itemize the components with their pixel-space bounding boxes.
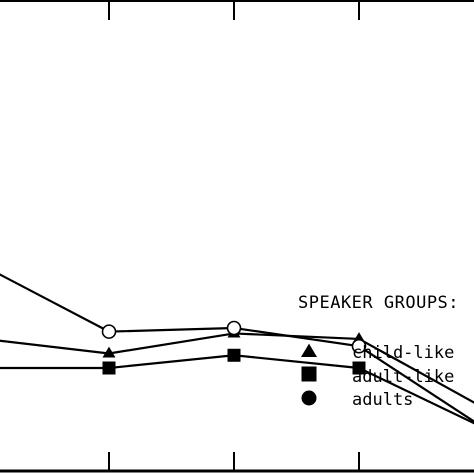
- series-layer: [0, 273, 474, 425]
- legend-marker-triangle-icon: [301, 343, 317, 358]
- data-point-adults: [226, 320, 242, 336]
- data-point-adults: [351, 338, 367, 354]
- legend-label-child-like: child-like: [352, 343, 455, 363]
- data-point-child-like: [102, 346, 116, 358]
- legend-label-adult-like: adult-like: [352, 367, 455, 387]
- legend-title: SPEAKER GROUPS:: [298, 293, 460, 313]
- legend-marker-square-icon: [301, 366, 317, 382]
- legend-marker-circle-icon: [301, 390, 317, 406]
- data-point-adult-like: [227, 348, 241, 362]
- legend-markers: [301, 343, 317, 406]
- legend-label-adults: adults: [352, 390, 414, 410]
- data-point-adult-like: [352, 361, 366, 375]
- data-point-adult-like: [102, 361, 116, 375]
- data-point-adults: [101, 324, 117, 339]
